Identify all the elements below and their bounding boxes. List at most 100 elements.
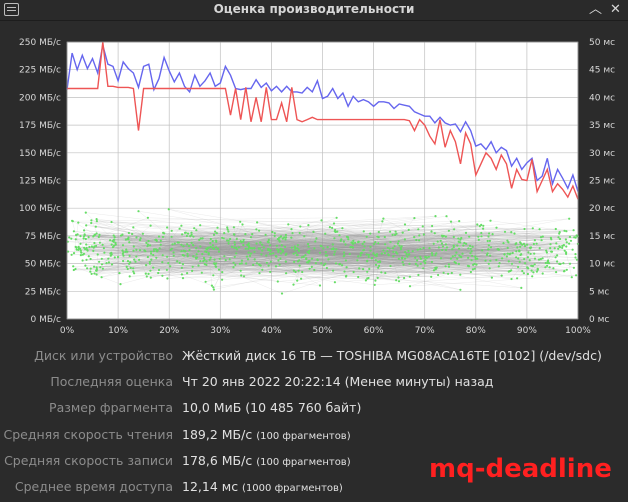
access-time-point: [452, 246, 455, 249]
access-time-point: [447, 229, 450, 232]
access-time-point: [558, 231, 561, 234]
access-time-point: [482, 227, 485, 230]
access-time-point: [212, 233, 216, 236]
access-time-point: [138, 258, 141, 261]
access-time-point: [487, 262, 490, 265]
access-time-point: [258, 272, 261, 275]
access-time-point: [366, 260, 369, 263]
access-time-point: [182, 249, 185, 252]
access-time-point: [377, 242, 380, 245]
access-time-point: [296, 279, 299, 282]
access-time-point: [79, 247, 82, 250]
access-time-point: [279, 247, 282, 250]
access-time-point: [92, 246, 95, 249]
access-time-point: [565, 251, 568, 254]
access-time-point: [527, 251, 530, 254]
access-time-point: [394, 230, 397, 233]
access-time-point: [459, 238, 462, 241]
access-time-point: [152, 253, 155, 257]
access-time-point: [575, 274, 578, 277]
access-time-point: [403, 257, 407, 260]
access-time-point: [518, 260, 521, 263]
access-time-point: [574, 253, 577, 256]
access-time-point: [110, 220, 113, 224]
access-time-point: [408, 275, 411, 278]
access-time-point: [242, 275, 246, 278]
access-time-point: [95, 244, 98, 247]
access-time-point: [249, 247, 253, 250]
access-time-point: [546, 261, 549, 265]
access-time-point: [235, 246, 238, 250]
access-time-point: [226, 228, 229, 231]
access-time-point: [285, 252, 288, 255]
access-time-point: [181, 263, 184, 266]
access-time-point: [419, 248, 422, 251]
access-time-point: [414, 256, 417, 259]
access-time-point: [280, 292, 284, 295]
access-time-point: [357, 275, 360, 279]
access-time-point: [152, 250, 155, 253]
access-time-point: [476, 257, 479, 260]
access-time-point: [437, 273, 440, 277]
write-rate-number: 178,6 МБ/с: [182, 453, 253, 468]
access-time-point: [447, 272, 450, 275]
access-time-point: [345, 274, 348, 277]
access-time-point: [386, 246, 389, 249]
access-time-point: [411, 250, 414, 253]
access-time-point: [330, 248, 333, 251]
access-time-point: [549, 247, 552, 250]
access-time-point: [146, 243, 150, 246]
access-time-point: [292, 269, 295, 272]
access-time-point: [242, 243, 245, 247]
access-time-point: [488, 239, 491, 242]
info-row-last-benchmark: Последняя оценка Чт 20 янв 2022 20:22:14…: [0, 374, 628, 394]
access-time-point: [377, 260, 380, 263]
access-time-point: [398, 244, 401, 247]
access-time-point: [447, 265, 451, 268]
access-time-point: [244, 247, 247, 250]
access-time-point: [223, 255, 226, 258]
app-menu-icon[interactable]: [4, 3, 19, 16]
access-time-point: [207, 252, 210, 255]
access-time-point: [242, 240, 245, 243]
access-time-point: [256, 221, 259, 224]
access-time-point: [524, 262, 527, 265]
access-time-point: [112, 234, 115, 237]
access-time-point: [265, 254, 268, 257]
access-time-point: [529, 247, 532, 250]
access-time-point: [187, 245, 191, 248]
access-time-point: [362, 230, 365, 233]
access-time-point: [489, 259, 492, 262]
access-time-point: [315, 237, 318, 240]
access-time-point: [72, 230, 75, 233]
access-time-point: [296, 253, 299, 257]
access-time-point: [119, 283, 122, 286]
access-time-point: [275, 255, 278, 258]
access-time-point: [373, 283, 376, 286]
y-right-tick-label: 20 мс: [589, 204, 615, 214]
access-time-point: [239, 220, 242, 223]
access-time-point: [227, 239, 230, 242]
access-time-point: [121, 252, 124, 255]
access-time-point: [324, 254, 327, 257]
access-time-point: [244, 233, 247, 236]
access-time-point: [516, 277, 519, 280]
access-time-point: [447, 263, 450, 266]
access-time-point: [70, 253, 73, 256]
chevron-up-icon[interactable]: ︿: [589, 2, 603, 17]
access-time-point: [214, 262, 218, 265]
access-time-point: [320, 219, 323, 222]
access-time-point: [550, 238, 553, 241]
close-icon[interactable]: ✕: [610, 2, 621, 17]
access-time-point: [381, 220, 384, 223]
access-time-point: [460, 256, 463, 259]
access-time-point: [363, 240, 366, 243]
access-time-point: [150, 258, 153, 261]
access-time-point: [121, 233, 124, 236]
access-time-point: [192, 235, 195, 238]
access-time-point: [101, 243, 104, 246]
access-time-point: [461, 252, 464, 255]
access-time-point: [114, 243, 117, 246]
access-time-point: [245, 255, 249, 258]
access-time-point: [211, 240, 214, 243]
